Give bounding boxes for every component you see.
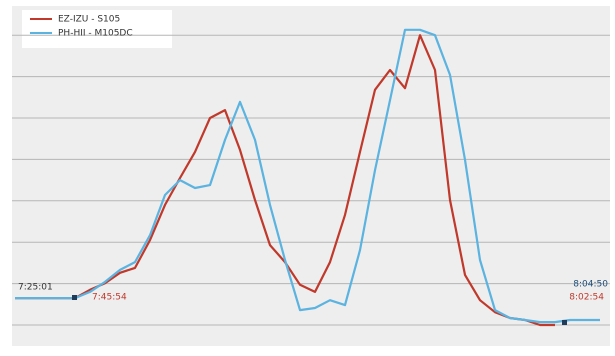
- legend: [22, 10, 172, 48]
- annotation: 7:45:54: [92, 293, 127, 303]
- annotation: 7:25:01: [18, 283, 53, 293]
- annotation: 8:04:50: [573, 280, 608, 290]
- legend-label: EZ-IZU - S105: [58, 15, 120, 25]
- annotation: 8:02:54: [569, 293, 604, 303]
- marker: [562, 320, 567, 325]
- series-line: [15, 28, 600, 324]
- marker: [72, 295, 77, 300]
- legend-label: PH-HII - M105DC: [58, 29, 133, 39]
